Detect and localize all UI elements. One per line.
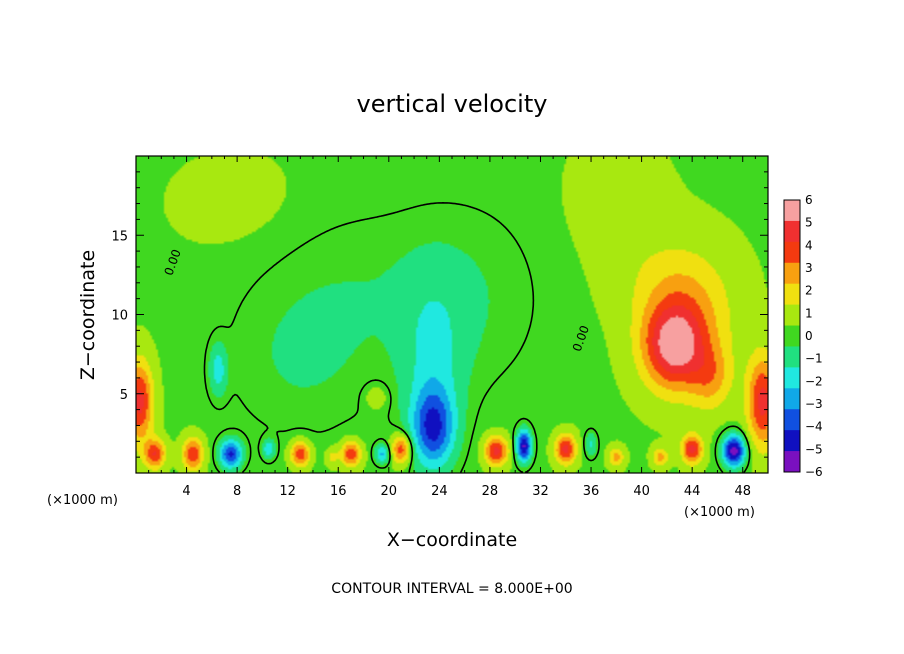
colorbar-swatch	[784, 430, 800, 452]
colorbar-frame	[783, 199, 801, 473]
colorbar-swatch	[784, 388, 800, 410]
x-tick-label: 12	[279, 484, 296, 499]
colorbar-tick-label: 5	[805, 216, 813, 230]
colorbar-tick-label: −4	[805, 420, 823, 434]
y-tick-label: 10	[111, 309, 128, 324]
colorbar-tick-label: −6	[805, 465, 823, 479]
x-axis-ticks: 4 8 12 16 20 24 28 32 36 40 44 48	[148, 156, 756, 499]
colorbar-swatch	[784, 325, 800, 347]
colorbar-swatch	[784, 200, 800, 222]
colorbar-tick-label: 6	[805, 193, 813, 207]
colorbar-tick-label: 0	[805, 329, 813, 343]
colorbar-swatch	[784, 283, 800, 306]
x-tick-label: 40	[633, 484, 650, 499]
colorbar-swatch	[784, 367, 800, 389]
colorbar-tick-label: −3	[805, 397, 823, 411]
zero-contour-lines	[203, 202, 751, 473]
x-tick-label: 4	[182, 484, 190, 499]
x-tick-label: 20	[381, 484, 398, 499]
colorbar-swatch	[784, 241, 800, 264]
x-unit-left: (×1000 m)	[47, 493, 118, 508]
heatmap-field	[136, 156, 768, 473]
colorbar-tick-label: 4	[805, 238, 813, 252]
x-axis-label: X−coordinate	[387, 529, 517, 551]
y-axis-label: Z−coordinate	[77, 250, 99, 380]
x-tick-label: 24	[431, 484, 448, 499]
colorbar-swatch	[784, 346, 800, 368]
colorbar-tick-label: −5	[805, 442, 823, 456]
y-tick-label: 5	[120, 388, 128, 403]
x-tick-label: 36	[583, 484, 600, 499]
contour-interval-note: CONTOUR INTERVAL = 8.000E+00	[331, 581, 572, 597]
colorbar-tick-label: 2	[805, 284, 813, 298]
x-tick-label: 44	[684, 484, 701, 499]
x-unit-right: (×1000 m)	[684, 505, 755, 520]
colorbar-swatch	[784, 262, 800, 285]
colorbar-tick-label: −1	[805, 352, 823, 366]
colorbar-swatch	[784, 451, 800, 473]
colorbar: 6 5 4 3 2 1 0 −1 −2 −3 −4 −5 −6	[783, 193, 823, 479]
chart-title: vertical velocity	[357, 90, 548, 118]
y-tick-label: 15	[111, 229, 128, 244]
colorbar-tick-label: 1	[805, 306, 813, 320]
colorbar-tick-label: −2	[805, 374, 823, 388]
zero-contour	[203, 202, 751, 473]
x-tick-label: 8	[233, 484, 241, 499]
colorbar-tick-label: 3	[805, 261, 813, 275]
x-tick-label: 16	[330, 484, 347, 499]
colorbar-swatch	[784, 304, 800, 327]
colorbar-swatch	[784, 409, 800, 431]
y-axis-ticks: 5 10 15	[111, 171, 768, 458]
x-tick-label: 32	[532, 484, 549, 499]
colorbar-swatch	[784, 220, 800, 243]
x-tick-label: 28	[482, 484, 499, 499]
x-tick-label: 48	[734, 484, 751, 499]
